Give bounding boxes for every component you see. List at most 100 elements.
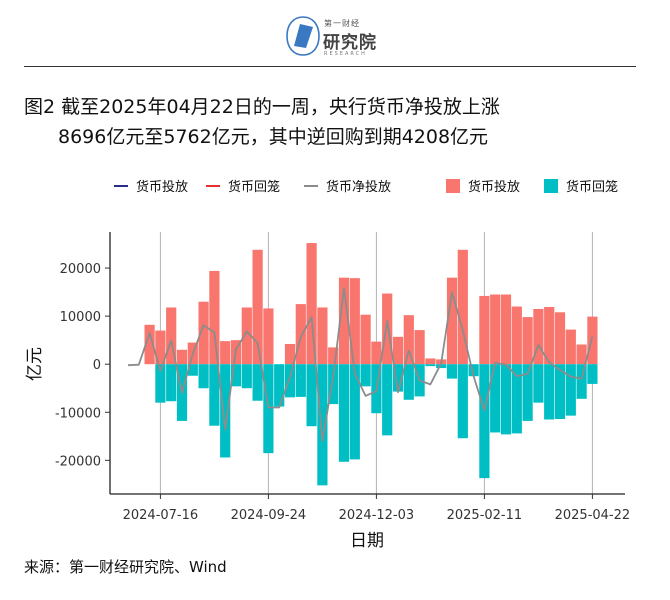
bar-injection <box>144 324 155 365</box>
y-tick-label: 0 <box>93 358 101 373</box>
figure-title-line1: 图2 截至2025年04月22日的一周，央行货币净投放上涨 <box>24 96 500 118</box>
bar-withdrawal <box>533 364 544 403</box>
bar-withdrawal <box>522 364 533 421</box>
y-tick-label: -20000 <box>55 454 101 469</box>
bar-withdrawal <box>317 364 328 486</box>
x-tick-label: 2025-04-22 <box>555 508 631 523</box>
bar-injection <box>306 243 317 365</box>
legend-label: 货币回笼 <box>228 179 280 195</box>
bar-injection <box>457 249 468 365</box>
bar-injection <box>565 329 576 365</box>
bar-injection <box>500 294 512 365</box>
bar-injection <box>522 317 533 365</box>
bar-withdrawal <box>587 364 598 384</box>
bar-withdrawal <box>382 364 393 436</box>
source-note: 来源：第一财经研究院、Wind <box>24 558 227 576</box>
figure-title: 图2 截至2025年04月22日的一周，央行货币净投放上涨 8696亿元至576… <box>24 92 500 152</box>
net-injection-line <box>127 287 594 443</box>
bar-withdrawal <box>468 364 479 377</box>
bar-withdrawal <box>338 364 350 462</box>
bar-withdrawal <box>252 364 263 401</box>
bar-withdrawal <box>392 364 404 392</box>
bar-injection <box>533 308 544 365</box>
bar-withdrawal <box>403 364 414 400</box>
logo-en-text: RESEARCH <box>324 51 367 57</box>
bar-withdrawal <box>328 364 339 405</box>
bar-withdrawal <box>349 364 360 460</box>
chart-net-line <box>127 287 594 443</box>
bar-injection <box>155 330 166 365</box>
header-divider <box>24 66 636 67</box>
bar-injection <box>295 304 306 365</box>
bar-withdrawal <box>295 364 306 397</box>
legend-label: 货币净投放 <box>326 179 391 195</box>
bar-withdrawal <box>155 364 166 403</box>
bar-injection <box>587 316 598 365</box>
bar-injection <box>220 341 231 365</box>
bar-injection <box>198 301 209 365</box>
legend-swatch-fill <box>544 179 558 193</box>
bar-withdrawal <box>220 364 231 458</box>
bar-withdrawal <box>187 364 198 376</box>
bar-injection <box>425 358 436 365</box>
bar-injection <box>241 307 252 365</box>
chart-axes: 2024-07-16 2024-09-24 2024-12-03 2025-02-11… <box>55 232 630 523</box>
bar-withdrawal <box>511 364 522 434</box>
bar-withdrawal <box>457 364 468 439</box>
y-tick-label: 20000 <box>60 262 101 277</box>
legend-label: 货币回笼 <box>566 179 618 195</box>
bar-injection <box>403 315 414 365</box>
bar-injection <box>284 344 296 365</box>
y-axis-label: 亿元 <box>25 347 45 381</box>
bar-injection <box>371 341 382 365</box>
figure-title-line2: 8696亿元至5762亿元，其中逆回购到期4208亿元 <box>58 126 489 148</box>
x-tick-label: 2025-02-11 <box>447 508 523 523</box>
bar-withdrawal <box>490 364 501 433</box>
legend-label: 货币投放 <box>136 179 188 195</box>
bar-withdrawal <box>500 364 512 435</box>
bar-injection <box>252 249 263 365</box>
bar-injection <box>392 336 404 365</box>
y-tick-label: 10000 <box>60 310 101 325</box>
bar-withdrawal <box>576 364 587 399</box>
x-tick-label: 2024-09-24 <box>231 508 307 523</box>
bar-withdrawal <box>241 364 252 389</box>
bar-withdrawal <box>166 364 177 402</box>
bar-withdrawal <box>425 364 436 367</box>
bar-injection <box>263 308 274 365</box>
logo-mark-icon <box>286 16 320 56</box>
y-tick-label: -10000 <box>55 406 101 421</box>
bar-withdrawal <box>446 364 458 379</box>
bar-injection <box>414 330 425 365</box>
bar-withdrawal <box>230 364 242 387</box>
legend-label: 货币投放 <box>468 179 520 195</box>
legend-swatch-fill <box>446 179 460 193</box>
bar-injection <box>544 306 555 365</box>
bar-injection <box>446 277 458 365</box>
chart-legend: 货币投放 货币回笼 货币净投放 货币投放 货币回笼 <box>114 179 618 195</box>
bar-injection <box>349 278 360 365</box>
bar-withdrawal <box>565 364 576 416</box>
bar-withdrawal <box>360 364 371 387</box>
bar-withdrawal <box>198 364 209 389</box>
bar-injection <box>490 294 501 365</box>
bar-withdrawal <box>284 364 296 398</box>
bar-withdrawal <box>544 364 555 420</box>
x-axis-label: 日期 <box>350 531 384 551</box>
bar-injection <box>176 349 188 365</box>
x-tick-label: 2024-07-16 <box>123 508 199 523</box>
bar-injection <box>317 307 328 365</box>
brand-logo: 第一财经 研究院 RESEARCH <box>286 14 386 58</box>
bar-injection <box>209 270 220 365</box>
bar-withdrawal <box>306 364 317 427</box>
x-tick-label: 2024-12-03 <box>339 508 415 523</box>
bar-injection <box>328 347 339 365</box>
bar-injection <box>382 293 393 365</box>
bar-withdrawal <box>554 364 566 420</box>
bar-withdrawal <box>479 364 490 479</box>
bar-injection <box>360 314 371 365</box>
chart-bars <box>144 243 598 486</box>
bar-injection <box>576 344 587 365</box>
bar-withdrawal <box>209 364 220 426</box>
